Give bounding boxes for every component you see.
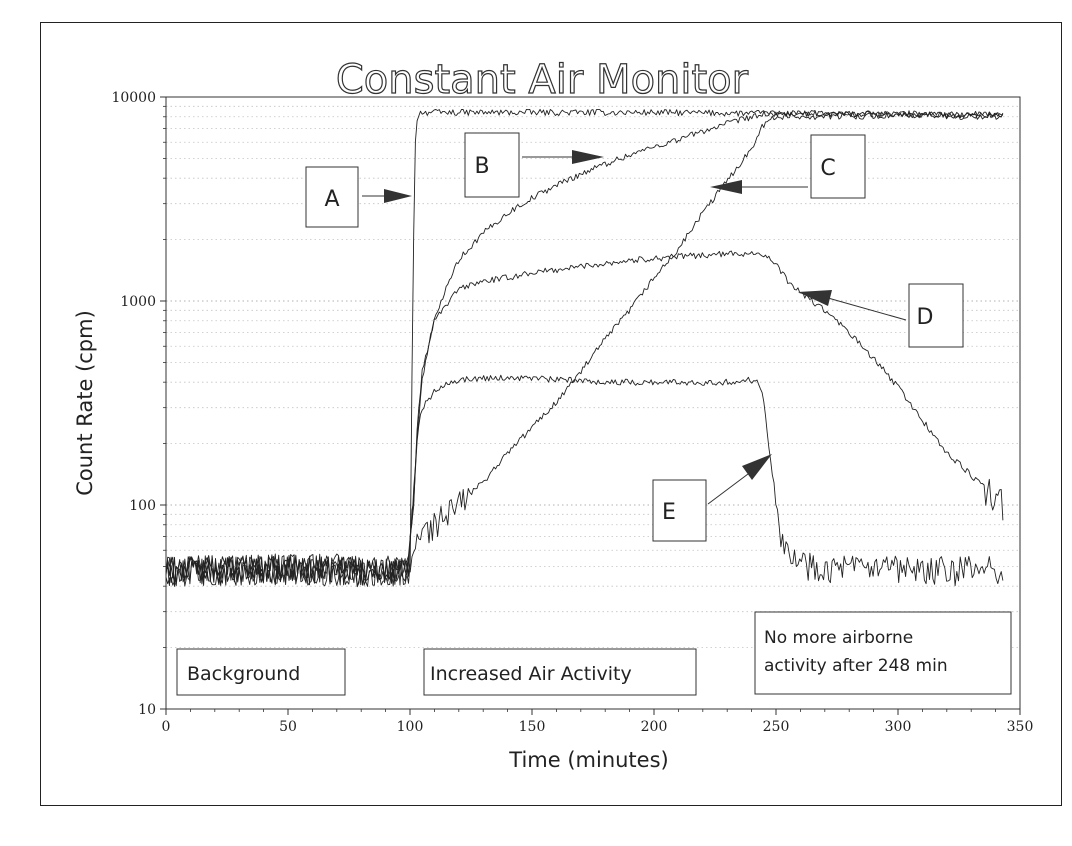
note-frame [754, 611, 1012, 695]
x-tick-label: 300 [885, 719, 912, 735]
label-e: E [662, 500, 676, 525]
chart-frame [40, 22, 1062, 806]
arrow-d-shaft [827, 297, 907, 321]
increased-activity-text: Increased Air Activity [430, 663, 632, 685]
x-tick-label: 350 [1007, 719, 1034, 735]
background-text: Background [187, 663, 300, 685]
label-a: A [324, 187, 339, 212]
y-tick-label: 10000 [111, 90, 156, 106]
y-tick-label: 100 [129, 498, 156, 514]
label-b: B [474, 154, 489, 179]
series-line-a [165, 108, 1003, 586]
label-d: D [917, 305, 934, 330]
label-box-c [810, 134, 866, 199]
background-box: Background [176, 648, 346, 696]
arrow-b-head [572, 150, 604, 164]
series-line-c [165, 112, 1004, 586]
series-line-d [165, 250, 1004, 587]
annotation-b: B [464, 132, 604, 198]
annotation-c: C [710, 134, 866, 199]
arrow-e-shaft [707, 473, 749, 505]
increased-activity-frame [423, 648, 697, 696]
note-box: No more airborne activity after 248 min [754, 611, 1012, 695]
x-tick-label: 250 [763, 719, 790, 735]
note-line-2: activity after 248 min [764, 656, 948, 676]
y-axis-label: Count Rate (cpm) [73, 310, 97, 496]
increased-activity-box: Increased Air Activity [423, 648, 697, 696]
arrow-e-head [742, 454, 772, 480]
annotation-e: E [652, 454, 772, 542]
chart-title: Constant Air Monitor [336, 57, 749, 103]
arrow-a-head [384, 189, 412, 203]
x-tick-label: 100 [397, 719, 424, 735]
label-box-d [908, 283, 964, 348]
label-c: C [820, 156, 835, 181]
x-axis-label: Time (minutes) [508, 748, 668, 772]
label-box-a [305, 166, 359, 228]
y-tick-label: 1000 [120, 294, 156, 310]
series-line-b [165, 110, 1004, 588]
label-box-b [464, 132, 520, 198]
annotation-d: D [798, 283, 964, 348]
x-tick-label: 50 [279, 719, 297, 735]
series-line-e [165, 374, 1004, 587]
label-box-e [652, 479, 707, 542]
x-tick-label: 150 [519, 719, 546, 735]
arrow-c-head [710, 180, 742, 194]
arrow-d-head [798, 290, 832, 306]
y-axis: 10 100 1000 10000 [111, 90, 166, 718]
x-tick-label: 0 [162, 719, 171, 735]
background-box-frame [176, 648, 346, 696]
grid-lines [166, 105, 1020, 648]
annotation-a: A [305, 166, 412, 228]
plot-area [165, 96, 1021, 710]
y-tick-label: 10 [138, 702, 156, 718]
x-axis: 0 50 100 150 200 250 300 350 [162, 709, 1034, 735]
x-tick-label: 200 [641, 719, 668, 735]
note-line-1: No more airborne [764, 628, 913, 648]
series-lines [165, 108, 1004, 588]
